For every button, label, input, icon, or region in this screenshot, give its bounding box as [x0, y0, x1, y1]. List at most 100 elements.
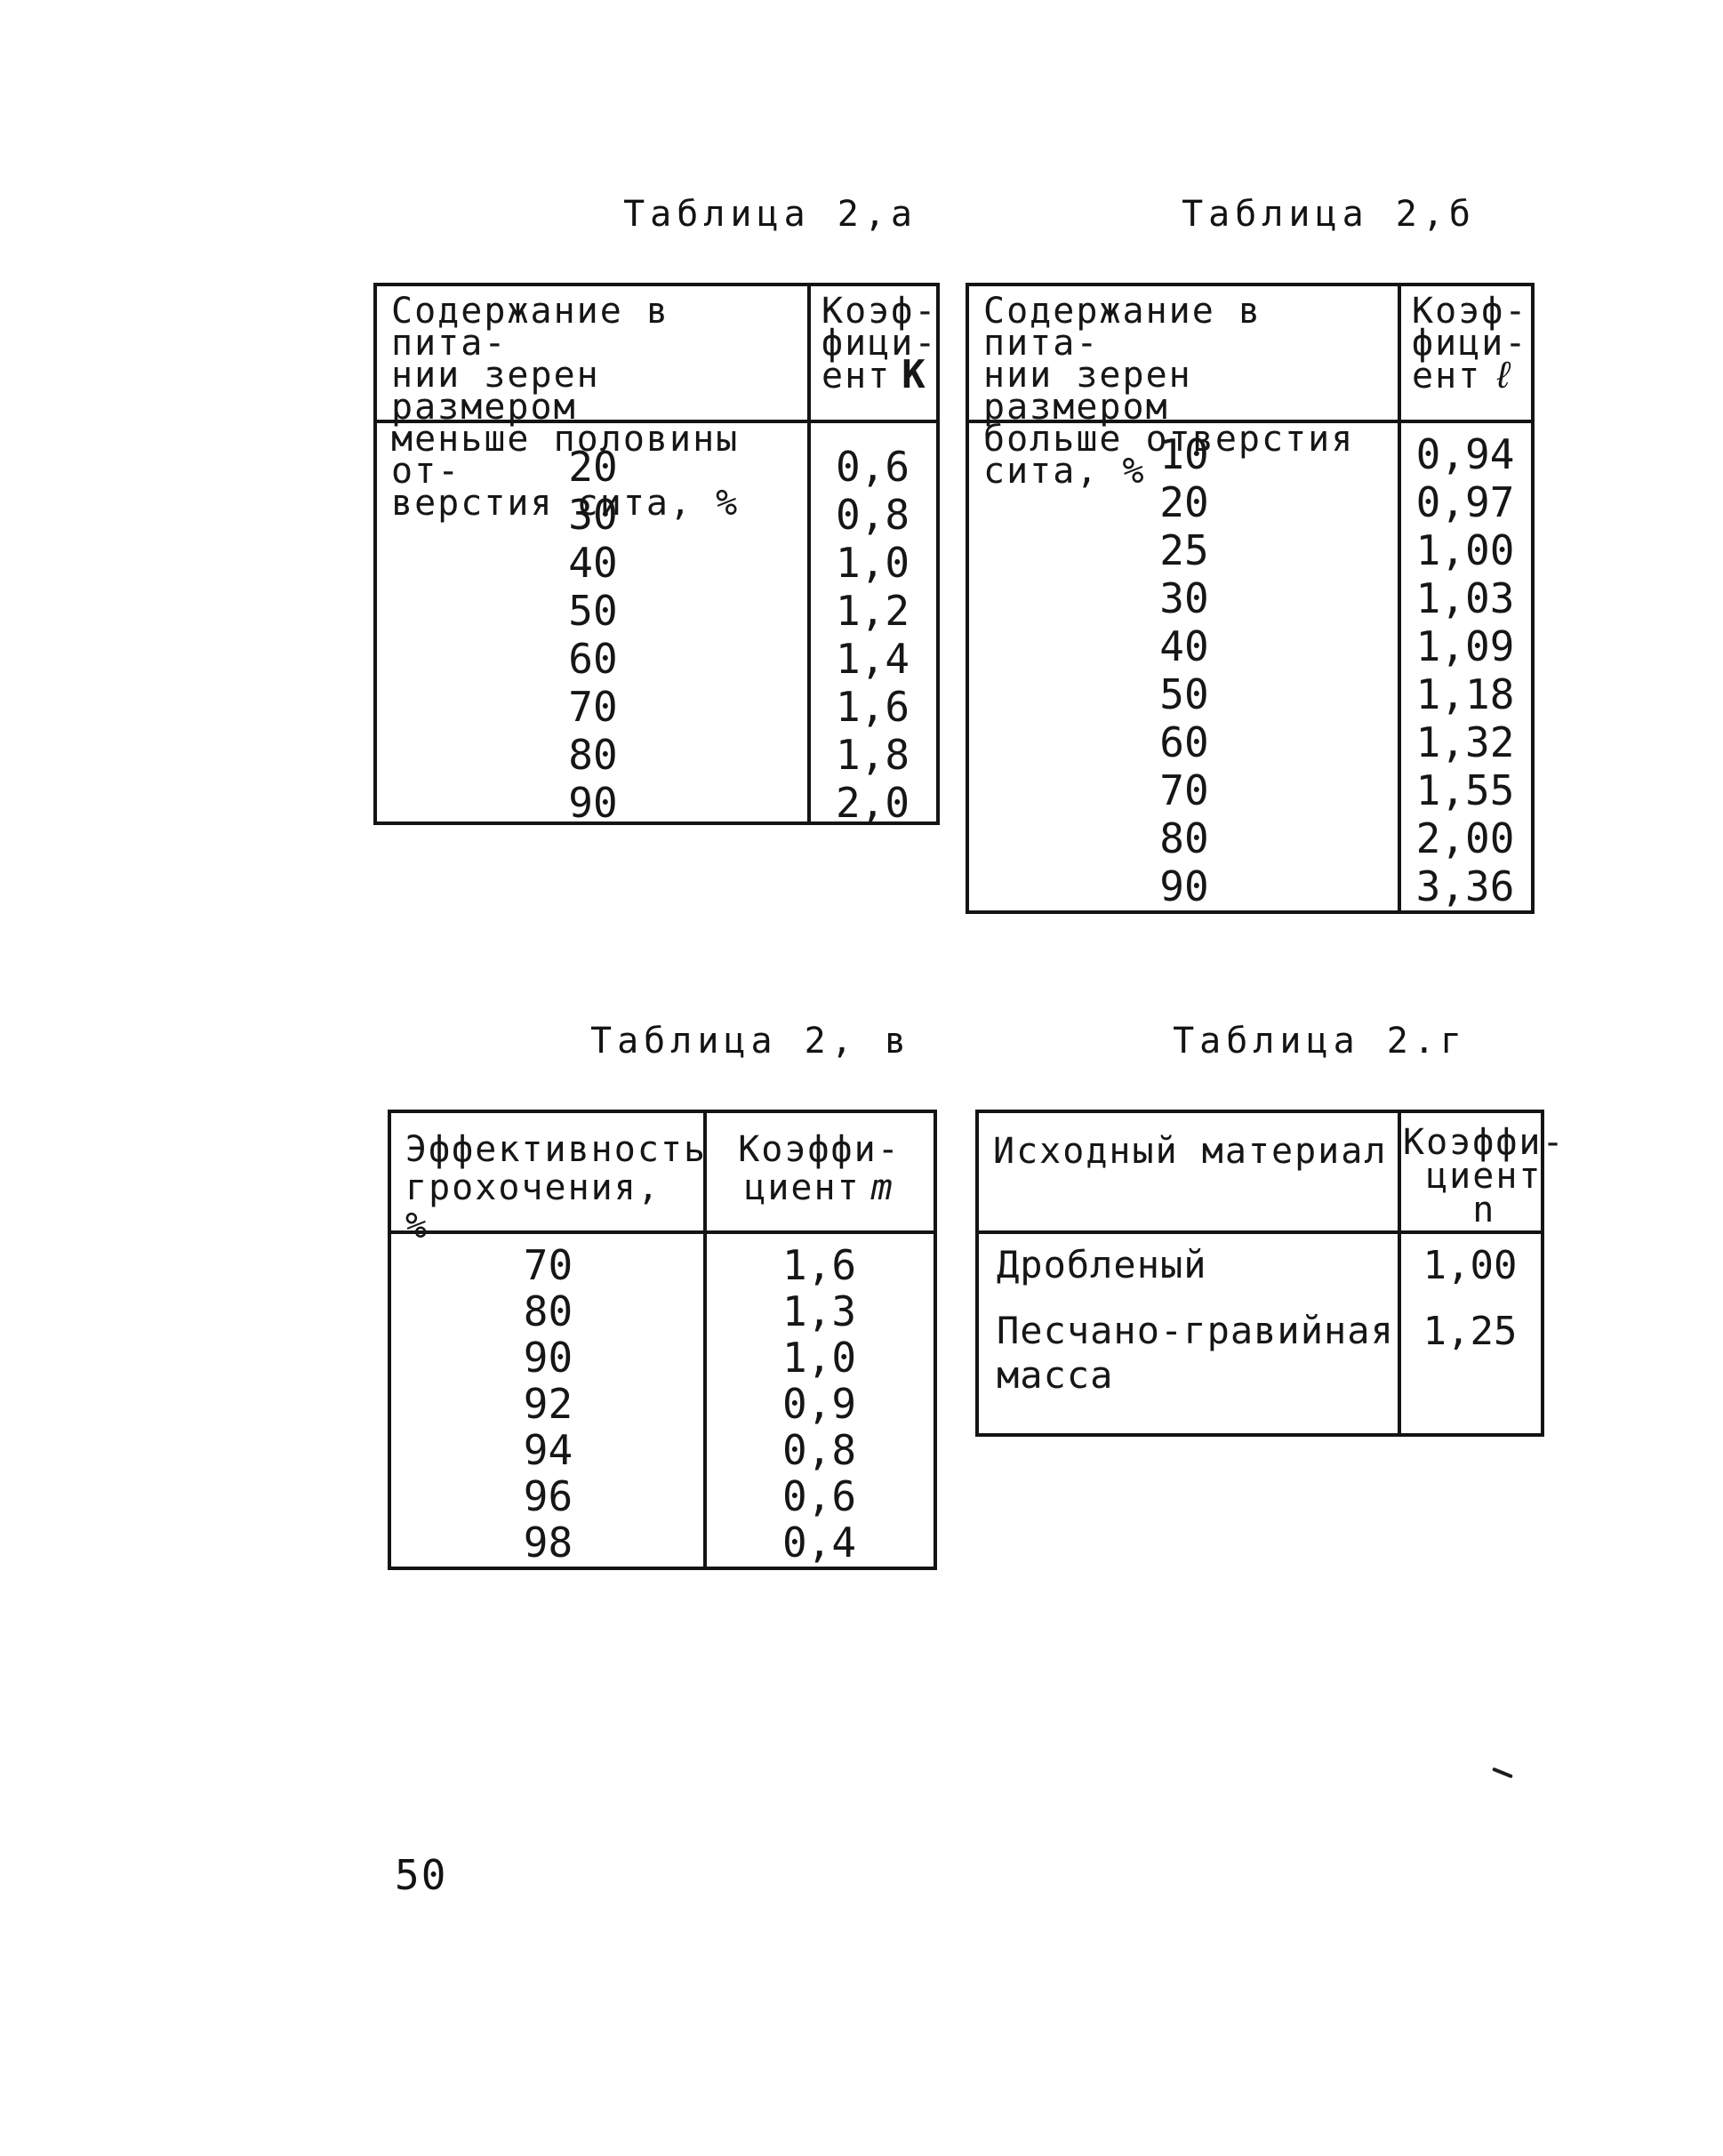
- table-2a-col1-header: Содержание в пита- нии зерен размером ме…: [391, 291, 740, 524]
- table-cell: 50: [568, 587, 618, 635]
- page-number: 50: [395, 1851, 448, 1899]
- table-2a-title: Таблица 2,а: [623, 194, 918, 235]
- table-cell: 60: [568, 635, 618, 683]
- table-2b-col2-header: Коэф- фици- ент ℓ: [1399, 286, 1531, 487]
- table-2g-header: Исходный материал Коэффи- циент n: [979, 1113, 1564, 1234]
- scan-artifact-mark: [1492, 1767, 1513, 1779]
- table-cell: 0,6: [781, 1472, 857, 1520]
- table-cell: 80: [568, 731, 618, 779]
- table-row: 70 1,55: [969, 766, 1531, 814]
- table-cell: 40: [568, 539, 618, 587]
- table-cell: 2,00: [1415, 814, 1515, 862]
- table-2b-body: 10 0,94 20 0,97 25 1,00 30 1,03 40 1,09 50 1,18 60 1,…: [969, 423, 1531, 910]
- table-2v-col1-header: Эффективность грохочения, %: [405, 1129, 708, 1246]
- table-cell: 1,25: [1422, 1309, 1518, 1354]
- table-row: 60 1,32: [969, 718, 1531, 766]
- table-2b-title: Таблица 2,б: [1182, 194, 1476, 235]
- table-row: 20 0,97: [969, 478, 1531, 526]
- table-cell: 1,18: [1415, 670, 1515, 718]
- table-cell: 1,0: [781, 1334, 857, 1382]
- table-cell: 20: [568, 443, 618, 491]
- table-row: 92 0,9: [391, 1380, 934, 1428]
- table-cell: 1,8: [835, 731, 910, 779]
- table-2a-body: 20 0,6 30 0,8 40 1,0 50 1,2 60 1,4 70 1,6 80 1,8 90 2,0: [377, 423, 936, 827]
- table-2b-col1-header: Содержание в пита- нии зерен размером бо…: [983, 291, 1355, 492]
- table-cell: 1,3: [781, 1287, 857, 1335]
- table-cell: 1,00: [1422, 1243, 1518, 1288]
- table-2v-body: 70 1,6 80 1,3 90 1,0 92 0,9 94 0,8 96 0,6 98 0,4: [391, 1234, 934, 1567]
- column-divider: [1398, 286, 1401, 910]
- table-cell: 2,0: [835, 779, 910, 827]
- table-2g-col1-header: Исходный материал: [993, 1131, 1388, 1172]
- table-2v: Эффективность грохочения, % Коэффи- циен…: [388, 1110, 937, 1570]
- table-2v-header: Эффективность грохочения, % Коэффи- циен…: [391, 1113, 934, 1246]
- column-divider: [703, 1113, 707, 1567]
- table-cell: 25: [1159, 526, 1209, 574]
- table-row: 10 0,94: [969, 430, 1531, 478]
- table-row: Песчано-гравийная масса 1,25: [979, 1309, 1541, 1398]
- table-cell: 80: [1159, 814, 1209, 862]
- table-row: 40 1,09: [969, 622, 1531, 670]
- table-row: 80 1,3: [391, 1287, 934, 1335]
- table-cell: 3,36: [1415, 862, 1515, 910]
- coefficient-label: Коэф- фици- ент: [1412, 291, 1528, 397]
- table-cell: Песчано-гравийная масса: [997, 1309, 1394, 1397]
- table-cell: 1,4: [835, 635, 910, 683]
- table-2a-header: Содержание в пита- нии зерен размером ме…: [377, 286, 936, 521]
- table-cell: 0,9: [781, 1380, 857, 1428]
- table-row: 90 2,0: [377, 779, 936, 827]
- table-cell: 1,6: [781, 1241, 857, 1289]
- table-cell: 0,94: [1415, 430, 1515, 478]
- table-cell: 70: [523, 1241, 573, 1289]
- table-row: 98 0,4: [391, 1519, 934, 1567]
- coefficient-label: Коэффи- циент: [738, 1129, 901, 1208]
- table-row: 25 1,00: [969, 526, 1531, 574]
- table-cell: 0,6: [835, 443, 910, 491]
- table-cell: 70: [568, 683, 618, 731]
- table-cell: 10: [1159, 430, 1209, 478]
- table-cell: 60: [1159, 718, 1209, 766]
- table-cell: 70: [1159, 766, 1209, 814]
- table-2g-title: Таблица 2.г: [1173, 1021, 1467, 1062]
- table-2g: Исходный материал Коэффи- циент n Дроблен…: [975, 1110, 1564, 1437]
- coefficient-symbol: К: [902, 352, 927, 397]
- table-cell: 90: [523, 1334, 573, 1382]
- table-cell: 0,4: [781, 1519, 857, 1567]
- table-2v-title: Таблица 2, в: [590, 1021, 911, 1062]
- table-cell: 40: [1159, 622, 1209, 670]
- table-row: 70 1,6: [377, 683, 936, 731]
- table-2v-col2-header: Коэффи- циент m: [705, 1113, 934, 1246]
- table-row: Дробленый 1,00: [979, 1243, 1541, 1309]
- coefficient-symbol: ℓ: [1492, 353, 1517, 397]
- table-cell: 92: [523, 1380, 573, 1428]
- table-cell: 90: [1159, 862, 1209, 910]
- table-cell: 1,32: [1415, 718, 1515, 766]
- table-cell: 80: [523, 1287, 573, 1335]
- table-cell: 30: [568, 491, 618, 539]
- table-row: 40 1,0: [377, 539, 936, 587]
- table-cell: 94: [523, 1426, 573, 1474]
- coefficient-label: Коэффи- циент: [1403, 1122, 1566, 1197]
- table-cell: 1,55: [1415, 766, 1515, 814]
- table-row: 60 1,4: [377, 635, 936, 683]
- table-row: 90 1,0: [391, 1334, 934, 1382]
- table-cell: 20: [1159, 478, 1209, 526]
- table-2a-col2-header: Коэф- фици- ент К: [809, 286, 937, 519]
- table-row: 80 1,8: [377, 731, 936, 779]
- table-row: 70 1,6: [391, 1241, 934, 1289]
- table-2a: Содержание в пита- нии зерен размером ме…: [373, 283, 940, 827]
- table-row: 90 3,36: [969, 862, 1531, 910]
- table-row: 94 0,8: [391, 1426, 934, 1474]
- table-cell: 1,09: [1415, 622, 1515, 670]
- table-cell: 1,0: [835, 539, 910, 587]
- table-cell: 50: [1159, 670, 1209, 718]
- table-row: 30 1,03: [969, 574, 1531, 622]
- table-cell: 96: [523, 1472, 573, 1520]
- table-cell: 90: [568, 779, 618, 827]
- table-row: 30 0,8: [377, 491, 936, 539]
- column-divider: [1398, 1113, 1401, 1433]
- column-divider: [807, 286, 811, 822]
- table-row: 50 1,18: [969, 670, 1531, 718]
- table-cell: 0,97: [1415, 478, 1515, 526]
